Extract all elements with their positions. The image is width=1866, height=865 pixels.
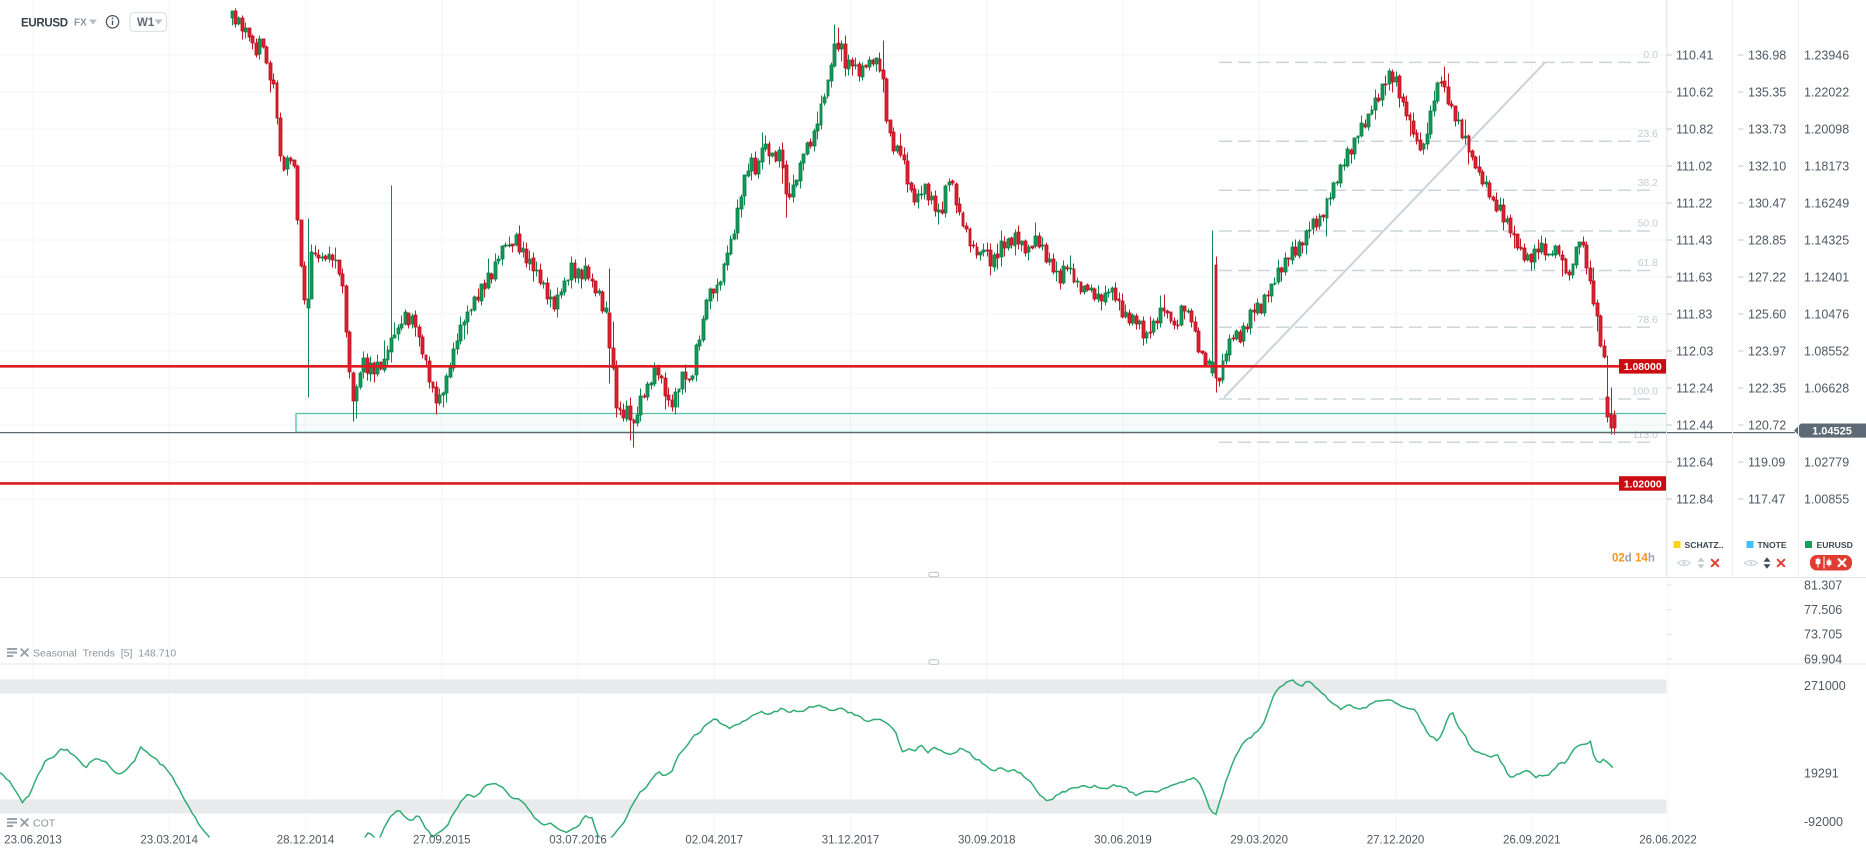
svg-text:-92000: -92000	[1804, 815, 1843, 829]
svg-text:128.85: 128.85	[1748, 233, 1786, 247]
svg-text:110.82: 110.82	[1676, 122, 1713, 136]
svg-text:136.98: 136.98	[1748, 48, 1786, 62]
svg-text:COT: COT	[33, 818, 56, 830]
svg-text:110.62: 110.62	[1676, 85, 1713, 99]
svg-text:Seasonal Trends [5] 148.710: Seasonal Trends [5] 148.710	[33, 648, 176, 660]
svg-text:1.06628: 1.06628	[1804, 381, 1849, 395]
svg-text:271000: 271000	[1804, 679, 1846, 693]
svg-text:111.83: 111.83	[1676, 307, 1712, 321]
svg-text:135.35: 135.35	[1748, 85, 1786, 99]
svg-text:EURUSD: EURUSD	[1817, 540, 1853, 550]
svg-text:1.20098: 1.20098	[1804, 122, 1849, 136]
svg-text:133.73: 133.73	[1748, 122, 1786, 136]
svg-text:81.307: 81.307	[1804, 578, 1842, 592]
svg-text:132.10: 132.10	[1748, 159, 1786, 173]
svg-text:1.23946: 1.23946	[1804, 48, 1849, 62]
svg-text:119.09: 119.09	[1748, 455, 1785, 469]
svg-text:112.64: 112.64	[1676, 455, 1713, 469]
svg-text:112.44: 112.44	[1676, 418, 1713, 432]
svg-text:02d 14h: 02d 14h	[1612, 553, 1655, 565]
svg-text:122.35: 122.35	[1748, 381, 1786, 395]
svg-text:1.08000: 1.08000	[1624, 361, 1662, 373]
svg-text:1.08552: 1.08552	[1804, 344, 1849, 358]
svg-text:61.8: 61.8	[1638, 257, 1659, 269]
svg-text:112.24: 112.24	[1676, 381, 1713, 395]
svg-text:1.02000: 1.02000	[1624, 478, 1662, 490]
svg-text:111.63: 111.63	[1676, 270, 1712, 284]
svg-text:29.03.2020: 29.03.2020	[1230, 835, 1288, 847]
svg-text:130.47: 130.47	[1748, 196, 1786, 210]
svg-text:27.09.2015: 27.09.2015	[413, 835, 471, 847]
svg-text:30.06.2019: 30.06.2019	[1094, 835, 1152, 847]
svg-text:112.84: 112.84	[1676, 492, 1713, 506]
svg-text:27.12.2020: 27.12.2020	[1367, 835, 1425, 847]
svg-text:1.22022: 1.22022	[1804, 85, 1849, 99]
svg-text:1.14325: 1.14325	[1804, 233, 1849, 247]
svg-text:23.06.2013: 23.06.2013	[4, 835, 62, 847]
svg-text:FX: FX	[74, 18, 87, 29]
svg-text:TNOTE: TNOTE	[1758, 540, 1787, 550]
svg-text:EURUSD: EURUSD	[21, 18, 68, 30]
svg-text:69.904: 69.904	[1804, 652, 1842, 666]
svg-text:123.97: 123.97	[1748, 344, 1786, 358]
svg-text:78.6: 78.6	[1638, 314, 1659, 326]
svg-text:W1: W1	[137, 17, 155, 29]
svg-text:38.2: 38.2	[1638, 177, 1659, 189]
svg-text:1.04525: 1.04525	[1812, 425, 1852, 437]
svg-text:02.04.2017: 02.04.2017	[685, 835, 743, 847]
svg-text:28.12.2014: 28.12.2014	[277, 835, 335, 847]
svg-text:0.0: 0.0	[1643, 49, 1658, 61]
svg-text:19291: 19291	[1804, 767, 1839, 781]
svg-text:SCHATZ..: SCHATZ..	[1685, 540, 1724, 550]
svg-text:127.22: 127.22	[1748, 270, 1786, 284]
svg-text:110.41: 110.41	[1676, 48, 1713, 62]
svg-text:26.06.2022: 26.06.2022	[1639, 835, 1697, 847]
svg-text:100.0: 100.0	[1632, 386, 1658, 398]
svg-text:77.506: 77.506	[1804, 603, 1842, 617]
svg-text:112.03: 112.03	[1676, 344, 1713, 358]
svg-text:1.10476: 1.10476	[1804, 307, 1849, 321]
svg-text:111.22: 111.22	[1676, 196, 1712, 210]
svg-text:125.60: 125.60	[1748, 307, 1786, 321]
svg-text:1.12401: 1.12401	[1804, 270, 1849, 284]
svg-text:03.07.2016: 03.07.2016	[549, 835, 607, 847]
svg-text:111.43: 111.43	[1676, 233, 1712, 247]
svg-text:1.02779: 1.02779	[1804, 455, 1849, 469]
svg-text:117.47: 117.47	[1748, 492, 1785, 506]
svg-text:50.0: 50.0	[1638, 218, 1659, 230]
svg-text:23.6: 23.6	[1638, 128, 1659, 140]
svg-text:31.12.2017: 31.12.2017	[822, 835, 880, 847]
svg-text:1.00855: 1.00855	[1804, 492, 1849, 506]
svg-text:111.02: 111.02	[1676, 159, 1712, 173]
svg-text:30.09.2018: 30.09.2018	[958, 835, 1016, 847]
svg-text:1.16249: 1.16249	[1804, 196, 1849, 210]
svg-text:23.03.2014: 23.03.2014	[140, 835, 198, 847]
svg-text:1.18173: 1.18173	[1804, 159, 1849, 173]
svg-text:113.0: 113.0	[1633, 429, 1659, 441]
svg-text:26.09.2021: 26.09.2021	[1503, 835, 1561, 847]
svg-text:73.705: 73.705	[1804, 628, 1842, 642]
svg-text:120.72: 120.72	[1748, 418, 1786, 432]
